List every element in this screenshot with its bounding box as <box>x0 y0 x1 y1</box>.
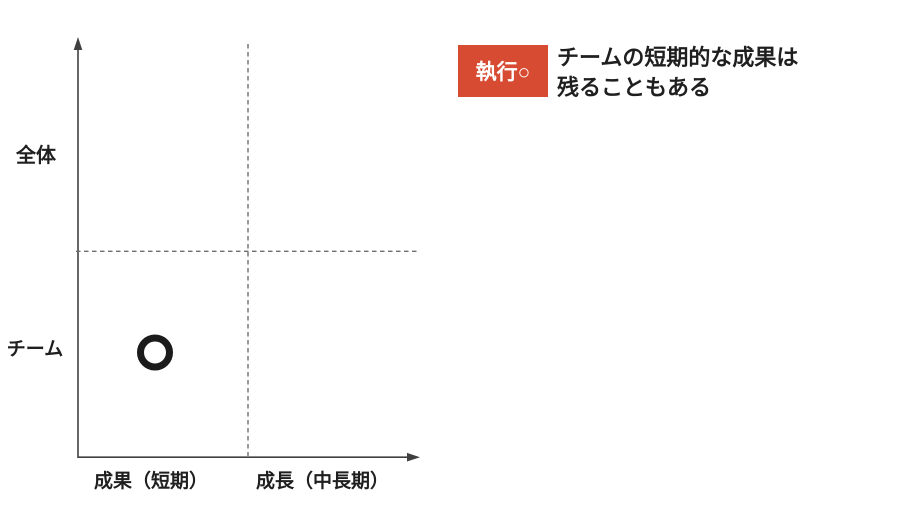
y-axis-label-team: チーム <box>6 339 64 360</box>
y-axis-label-overall: 全体 <box>16 145 56 167</box>
y-axis-arrowhead-icon <box>73 37 83 50</box>
execution-badge: 執行○ <box>458 45 548 97</box>
quadrant-marker-circle-icon <box>137 334 173 371</box>
x-axis-label-results-short-term: 成果（短期） <box>94 471 209 492</box>
x-axis-label-growth-mid-long-term: 成長（中長期） <box>256 471 390 492</box>
x-axis-arrowhead-icon <box>407 452 420 462</box>
annotation-caption-line1: チームの短期的な成果は <box>557 45 799 70</box>
annotation-caption: チームの短期的な成果は 残ることもある <box>557 43 798 103</box>
annotation-caption-line2: 残ることもある <box>557 75 712 100</box>
annotation-block: 執行○ チームの短期的な成果は 残ることもある <box>458 45 798 103</box>
